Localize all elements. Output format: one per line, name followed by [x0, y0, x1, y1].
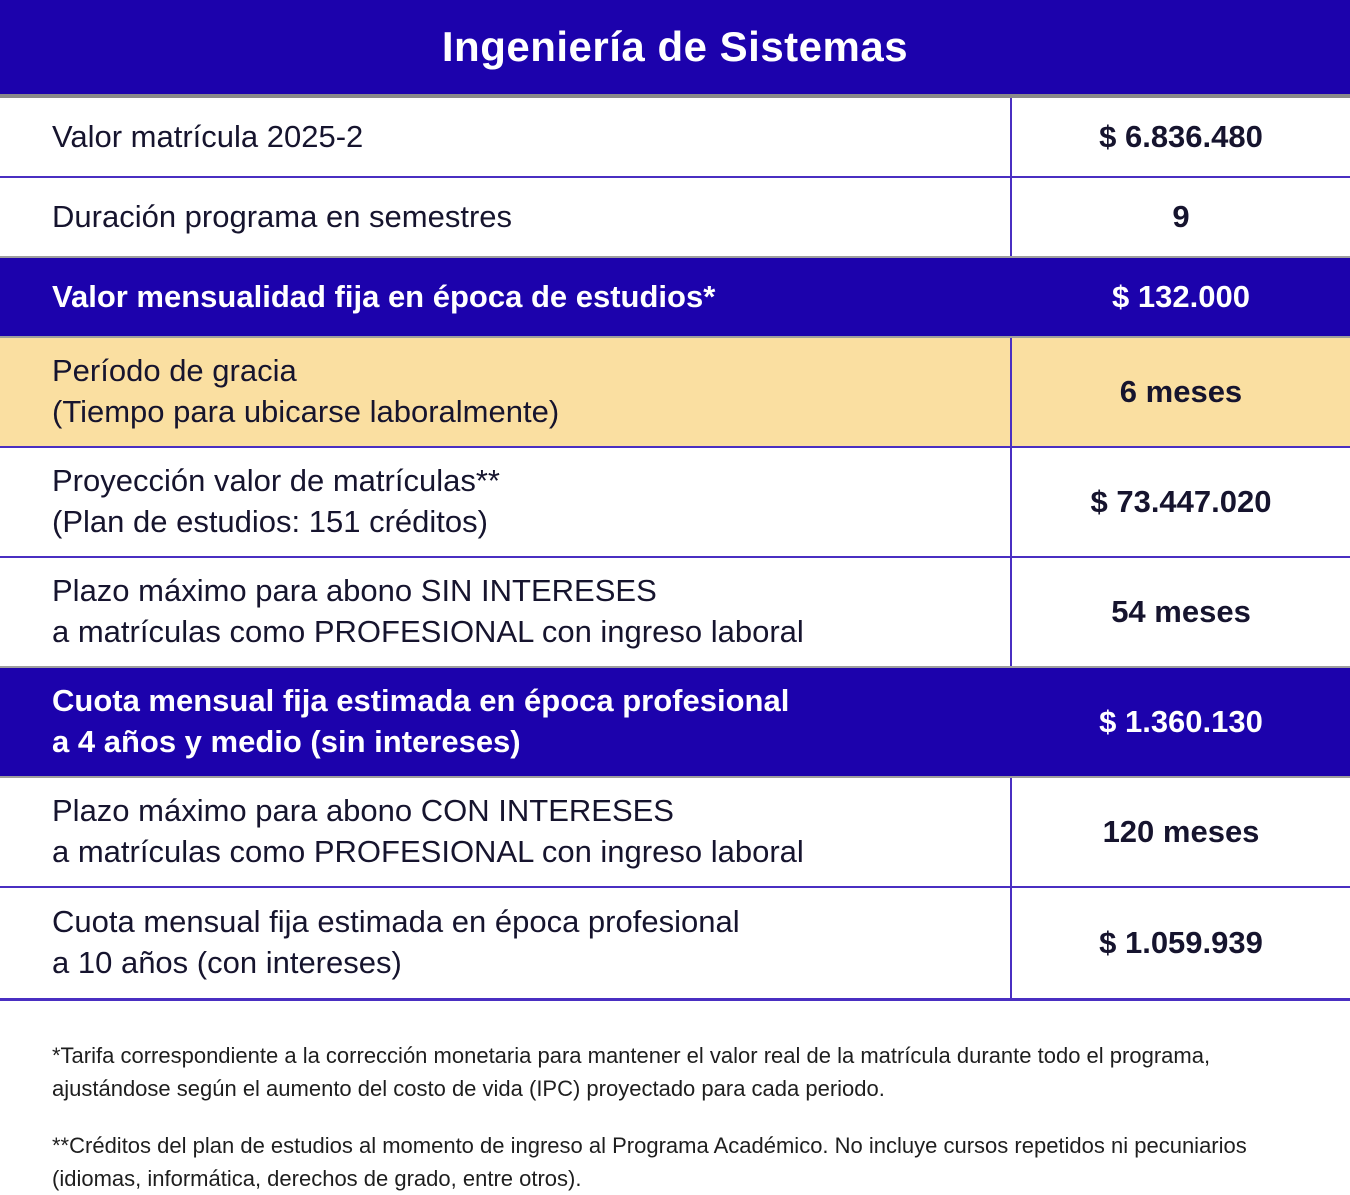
row-label-line: a 10 años (con intereses)	[52, 945, 402, 980]
fee-table: Valor matrícula 2025-2 $ 6.836.480 Duració…	[0, 98, 1350, 1001]
row-label: Plazo máximo para abono SIN INTERESES a m…	[0, 558, 1010, 666]
table-row: Plazo máximo para abono SIN INTERESES a m…	[0, 558, 1350, 668]
table-row: Plazo máximo para abono CON INTERESES a m…	[0, 778, 1350, 888]
row-value: $ 132.000	[1112, 279, 1250, 314]
table-row: Duración programa en semestres 9	[0, 178, 1350, 258]
footnote: *Tarifa correspondiente a la corrección …	[52, 1043, 1211, 1101]
footnotes: *Tarifa correspondiente a la corrección …	[52, 1039, 1298, 1195]
row-value: $ 1.059.939	[1010, 888, 1350, 998]
row-label-line: (Plan de estudios: 151 créditos)	[52, 504, 488, 539]
row-label: Plazo máximo para abono CON INTERESES a m…	[0, 778, 1010, 886]
row-label-line: Cuota mensual fija estimada en época pro…	[52, 904, 740, 940]
row-label-line: Plazo máximo para abono CON INTERESES	[52, 793, 674, 829]
row-label: Cuota mensual fija estimada en época pro…	[0, 888, 1010, 998]
row-value: $ 1.360.130	[1099, 704, 1263, 739]
row-value: 54 meses	[1010, 558, 1350, 666]
row-label: Período de gracia (Tiempo para ubicarse l…	[0, 338, 1010, 446]
row-value: $ 73.447.020	[1010, 448, 1350, 556]
table-row: Valor mensualidad fija en época de estud…	[0, 258, 1350, 338]
table-row: Cuota mensual fija estimada en época pro…	[0, 888, 1350, 998]
row-label-line: Valor matrícula 2025-2	[52, 118, 364, 154]
footnote: **Créditos del plan de estudios al momen…	[52, 1133, 1247, 1191]
row-label-line: a 4 años y medio (sin intereses)	[52, 724, 521, 759]
row-value: 6 meses	[1010, 338, 1350, 446]
page-title: Ingeniería de Sistemas	[441, 23, 909, 70]
row-label-line: Cuota mensual fija estimada en época pro…	[52, 683, 790, 719]
row-label: Duración programa en semestres	[0, 178, 1010, 256]
row-label-line: Período de gracia	[52, 353, 297, 389]
row-label: Valor mensualidad fija en época de estud…	[0, 258, 1010, 336]
row-label-line: a matrículas como PROFESIONAL con ingres…	[52, 834, 804, 869]
row-label-line: (Tiempo para ubicarse laboralmente)	[52, 394, 560, 429]
program-title-banner: Ingeniería de Sistemas	[0, 0, 1350, 98]
row-label-line: Duración programa en semestres	[52, 198, 513, 234]
table-row: Cuota mensual fija estimada en época pro…	[0, 668, 1350, 778]
row-label-line: a matrículas como PROFESIONAL con ingres…	[52, 614, 804, 649]
row-label-line: Plazo máximo para abono SIN INTERESES	[52, 573, 657, 609]
row-label: Proyección valor de matrículas** (Plan de…	[0, 448, 1010, 556]
row-label-line: Proyección valor de matrículas**	[52, 463, 500, 499]
row-value: $ 6.836.480	[1010, 98, 1350, 176]
row-value: 120 meses	[1010, 778, 1350, 886]
row-label: Cuota mensual fija estimada en época pro…	[0, 668, 1010, 776]
row-label: Valor matrícula 2025-2	[0, 98, 1010, 176]
table-row: Período de gracia (Tiempo para ubicarse l…	[0, 338, 1350, 448]
table-row: Proyección valor de matrículas** (Plan de…	[0, 448, 1350, 558]
row-label-line: Valor mensualidad fija en época de estud…	[52, 278, 716, 314]
row-value: 9	[1010, 178, 1350, 256]
table-row: Valor matrícula 2025-2 $ 6.836.480	[0, 98, 1350, 178]
